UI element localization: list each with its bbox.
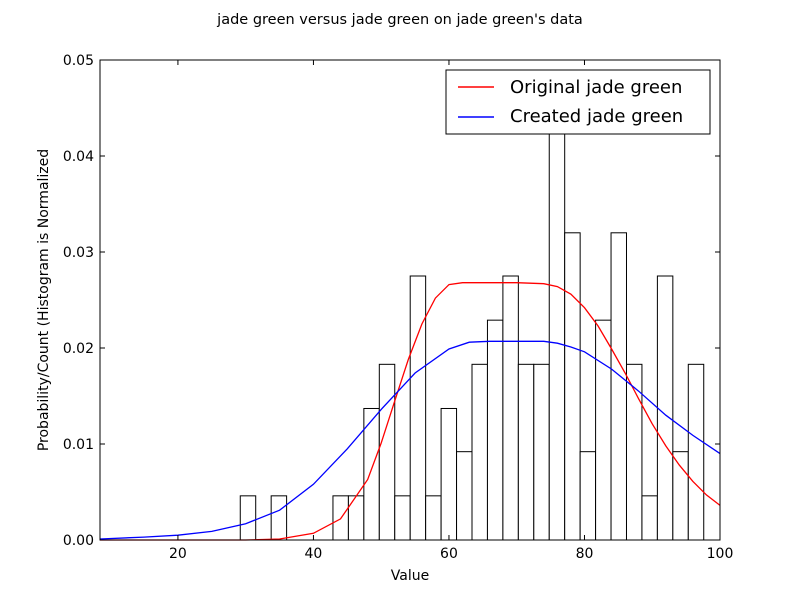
y-tick-label: 0.04	[63, 149, 94, 165]
histogram-bar	[409, 275, 427, 541]
histogram-bar	[610, 232, 627, 541]
y-tick-label: 0.03	[63, 245, 94, 261]
y-axis-ticks: 0.00 0.01 0.02 0.03 0.04 0.05	[63, 53, 720, 549]
histogram-bar	[347, 495, 365, 541]
original-curve	[100, 282, 721, 541]
x-tick-label: 60	[440, 546, 458, 562]
chart-title: jade green versus jade green on jade gre…	[216, 12, 583, 28]
x-axis-ticks: 20 40 60 80 100	[169, 60, 733, 562]
x-tick-label: 40	[305, 546, 323, 562]
histogram-bar	[394, 495, 411, 541]
histogram-bar	[687, 363, 705, 541]
histogram-bar	[502, 275, 519, 541]
histogram-bar	[564, 232, 581, 541]
legend-label-created: Created jade green	[510, 106, 683, 127]
y-tick-label: 0.01	[63, 437, 94, 453]
histogram-bar	[641, 495, 658, 541]
histogram-bar	[533, 363, 550, 541]
histogram-bars	[239, 121, 705, 541]
density-lines	[99, 282, 721, 541]
plot-frame	[99, 59, 721, 541]
y-tick-label: 0.02	[63, 341, 94, 357]
histogram-bar	[656, 275, 674, 541]
histogram-bar	[270, 495, 288, 541]
histogram-bar	[672, 451, 689, 541]
histogram-bar	[517, 363, 535, 541]
legend-label-original: Original jade green	[510, 77, 682, 98]
y-axis-label: Probability/Count (Histogram is Normaliz…	[36, 149, 52, 451]
x-tick-label: 100	[707, 546, 734, 562]
histogram-bar	[425, 495, 442, 541]
histogram-bar	[363, 407, 380, 541]
histogram-bar	[239, 495, 257, 541]
y-tick-label: 0.00	[63, 533, 94, 549]
y-tick-label: 0.05	[63, 53, 94, 69]
created-curve	[99, 340, 721, 540]
x-tick-label: 80	[576, 546, 594, 562]
histogram-bar	[548, 121, 566, 541]
histogram-bar	[486, 319, 504, 541]
histogram-bar	[440, 407, 458, 541]
legend-box	[445, 69, 711, 135]
histogram-bar	[471, 363, 488, 541]
x-tick-label: 20	[169, 546, 187, 562]
histogram-bar	[378, 363, 396, 541]
histogram-bar	[579, 451, 597, 541]
x-axis-label: Value	[391, 568, 429, 584]
histogram-bar	[456, 451, 473, 541]
legend: Original jade green Created jade green	[445, 69, 711, 135]
histogram-bar	[595, 319, 612, 541]
